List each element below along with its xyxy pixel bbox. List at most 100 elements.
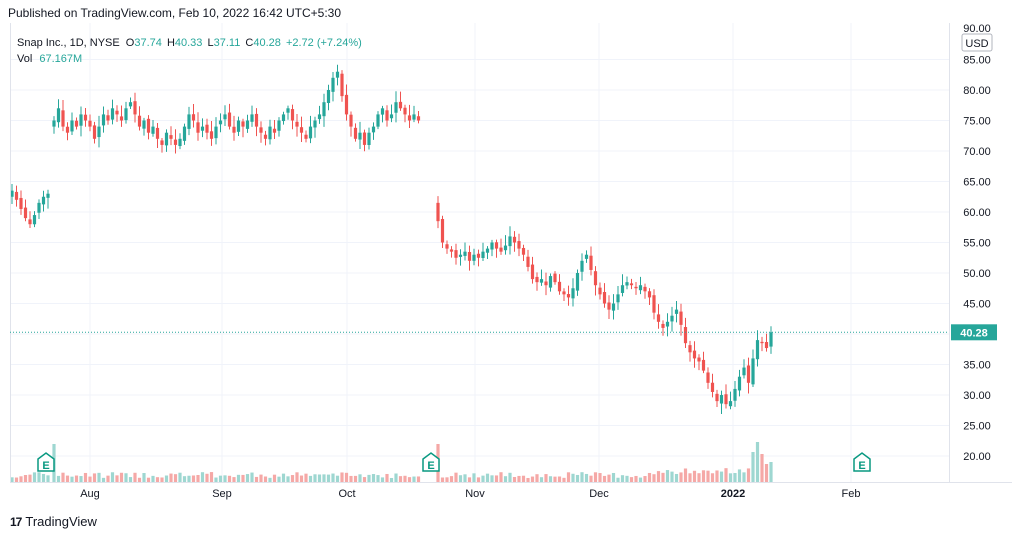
volume-bar: [485, 473, 490, 482]
volume-bar: [499, 472, 503, 482]
price-tick-label: 30.00: [963, 390, 991, 402]
volume-bar: [155, 477, 160, 482]
volume-bar: [670, 471, 674, 482]
volume-bar: [530, 476, 535, 482]
candle: [407, 104, 412, 129]
volume-bar: [503, 476, 508, 482]
volume-bar: [535, 474, 539, 482]
grid-lines: [10, 23, 949, 482]
volume-bar: [398, 476, 403, 482]
candle: [160, 137, 164, 153]
candle: [548, 273, 553, 292]
time-axis[interactable]: Aug Sep Oct Nov Dec 2022 Feb: [80, 488, 860, 500]
volume-bar: [688, 473, 692, 482]
candle: [688, 340, 692, 362]
candle: [512, 231, 517, 252]
candle: [517, 233, 521, 257]
volume-bar: [467, 477, 472, 482]
volume-bar: [557, 476, 562, 482]
volume-bar: [41, 473, 46, 482]
candle: [119, 105, 124, 127]
earnings-marker[interactable]: E: [422, 452, 440, 472]
volume-bar: [385, 473, 389, 482]
volume-bar: [593, 472, 598, 482]
candle: [598, 282, 602, 300]
volume-bar: [548, 476, 553, 482]
volume-bar: [367, 474, 371, 482]
volume-bar: [227, 475, 232, 482]
price-tick-label: 25.00: [963, 421, 991, 433]
volume-bar: [494, 475, 499, 482]
candle: [656, 304, 661, 329]
volume-bar: [562, 477, 566, 482]
candle: [380, 105, 385, 123]
volume-bar: [449, 476, 454, 482]
footer-brand[interactable]: 17 TradingView: [10, 514, 97, 529]
candle: [719, 390, 724, 415]
candle: [701, 351, 706, 374]
volume-bar: [353, 475, 358, 482]
volume-bar: [508, 472, 512, 482]
candle: [553, 271, 557, 285]
volume-bar: [629, 477, 634, 482]
candle: [46, 189, 50, 209]
candlestick-chart[interactable]: EEE 20.0025.0030.0035.0040.0045.0050.005…: [0, 23, 1012, 505]
volume-bar: [611, 472, 616, 482]
time-tick-label: 2022: [721, 488, 745, 500]
volume-bar: [760, 454, 764, 482]
candle: [70, 112, 74, 136]
volume-bar: [340, 472, 344, 482]
volume-bar: [277, 476, 281, 482]
candle: [589, 246, 593, 276]
candle: [412, 105, 416, 123]
open-label: O: [125, 37, 135, 49]
candle: [602, 283, 607, 308]
candle: [205, 118, 209, 140]
volume-bar: [331, 473, 335, 482]
volume-bar: [634, 475, 638, 482]
candle: [674, 300, 679, 323]
volume-bar: [313, 474, 317, 482]
svg-text:E: E: [42, 460, 49, 472]
earnings-marker[interactable]: E: [853, 452, 871, 472]
candle: [223, 105, 227, 127]
candle: [304, 130, 308, 143]
volume-bar: [245, 474, 250, 482]
candle: [317, 105, 322, 124]
candle: [340, 70, 344, 102]
volume-bar: [290, 475, 295, 482]
candle: [557, 274, 562, 295]
volume-bar: [254, 476, 259, 482]
candle: [250, 105, 254, 127]
volume-bar: [412, 476, 416, 482]
volume-bar: [371, 474, 376, 482]
volume-bar: [88, 476, 92, 482]
volume-bar: [661, 472, 665, 482]
volume-bar: [724, 468, 728, 482]
currency-button[interactable]: USD: [961, 33, 993, 52]
volume-bar: [281, 473, 286, 482]
change-value: +2.72 (+7.24%): [285, 37, 362, 49]
earnings-marker[interactable]: E: [37, 452, 55, 472]
candle: [61, 100, 65, 132]
volume-bar: [344, 472, 349, 482]
candle: [638, 276, 643, 295]
candle: [715, 389, 719, 407]
price-tick-label: 20.00: [963, 451, 991, 463]
volume-bar: [110, 472, 115, 482]
symbol-name[interactable]: Snap Inc., 1D, NYSE: [17, 37, 120, 49]
chart-frame[interactable]: EEE 20.0025.0030.0035.0040.0045.0050.005…: [0, 23, 1012, 505]
volume-bar: [32, 472, 37, 482]
high-value: 40.33: [174, 37, 203, 49]
candle: [218, 113, 223, 133]
candle: [440, 215, 445, 248]
volume-bar: [394, 473, 398, 482]
candle: [92, 121, 97, 144]
candle: [389, 104, 394, 123]
candle: [254, 108, 259, 137]
candle: [106, 109, 110, 125]
price-axis[interactable]: 20.0025.0030.0035.0040.0045.0050.0055.00…: [963, 55, 991, 464]
volume-bar: [512, 476, 517, 482]
volume-bar: [376, 475, 380, 482]
